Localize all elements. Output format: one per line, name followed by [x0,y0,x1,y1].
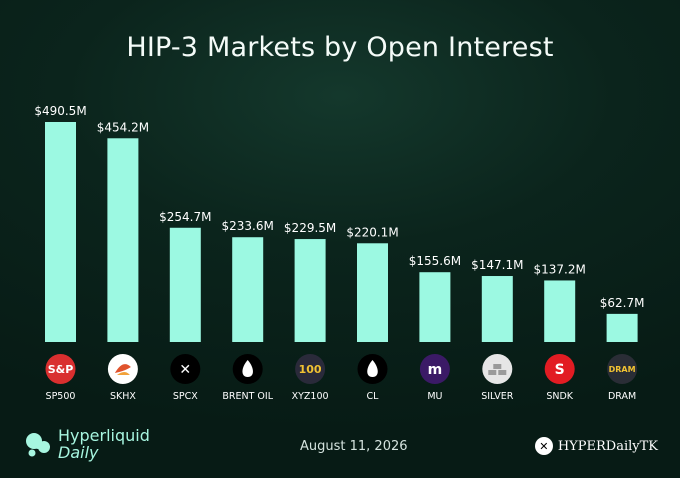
data-label: $229.5M [284,221,336,235]
brand-name: Hyperliquid [58,426,150,445]
chart-title: HIP-3 Markets by Open Interest [126,32,554,63]
category-label: SPCX [173,391,198,402]
category-label: SILVER [481,391,514,402]
svg-text:✕: ✕ [179,362,191,378]
svg-text:S: S [555,362,565,378]
category-label: CL [367,391,380,402]
data-label: $62.7M [600,296,645,310]
silver-bars-icon [482,354,513,384]
category-label: XYZ100 [292,391,329,402]
x-logo-icon: ✕ [534,437,553,455]
xyz100-logo-icon: 100 [295,354,326,384]
date-label: August 11, 2026 [300,439,408,454]
svg-text:100: 100 [299,363,322,376]
svg-text:S&P: S&P [48,363,74,376]
brent-oil-drop-icon [232,354,263,384]
bar-brent-oil [232,237,264,342]
data-label: $454.2M [97,120,149,134]
bar-sndk [544,280,576,342]
dram-logo-icon: DRAM [607,354,638,384]
bar-skhx [107,138,139,342]
bar-spcx [169,227,201,342]
cl-oil-drop-icon [357,354,388,384]
bar-silver [481,276,513,342]
skhx-logo-icon [107,354,138,384]
brand-subtitle: Daily [58,443,99,462]
data-label: $147.1M [471,258,523,272]
sndk-logo-icon: S [544,354,575,384]
bar-cl [357,243,388,342]
category-label: SKHX [110,391,136,402]
data-label: $490.5M [34,104,86,118]
hyperliquid-daily-logo: Hyperliquid Daily [22,427,150,461]
data-label: $220.1M [346,225,398,239]
hyperliquid-logo-icon [26,433,50,457]
category-label: MU [427,391,442,402]
spcx-logo-icon: ✕ [170,354,201,384]
data-label: $233.6M [222,219,274,233]
x-handle[interactable]: ✕ HYPERDailyTK [534,437,658,455]
category-label: DRAM [608,391,636,402]
sp500-logo-icon: S&P [45,354,76,384]
category-label: SP500 [46,391,76,402]
category-label: SNDK [546,391,573,402]
data-label: $254.7M [159,210,211,224]
data-label: $137.2M [534,262,586,276]
category-label: BRENT OIL [222,391,273,402]
bar-mu [419,272,451,342]
handle-text: HYPERDailyTK [557,438,658,454]
mu-logo-icon: m [419,354,450,384]
bar-dram [606,313,638,342]
data-label: $155.6M [409,254,461,268]
bar-xyz100 [294,239,326,342]
svg-text:DRAM: DRAM [609,365,636,374]
bar-sp500 [45,122,76,342]
svg-text:m: m [428,362,443,378]
